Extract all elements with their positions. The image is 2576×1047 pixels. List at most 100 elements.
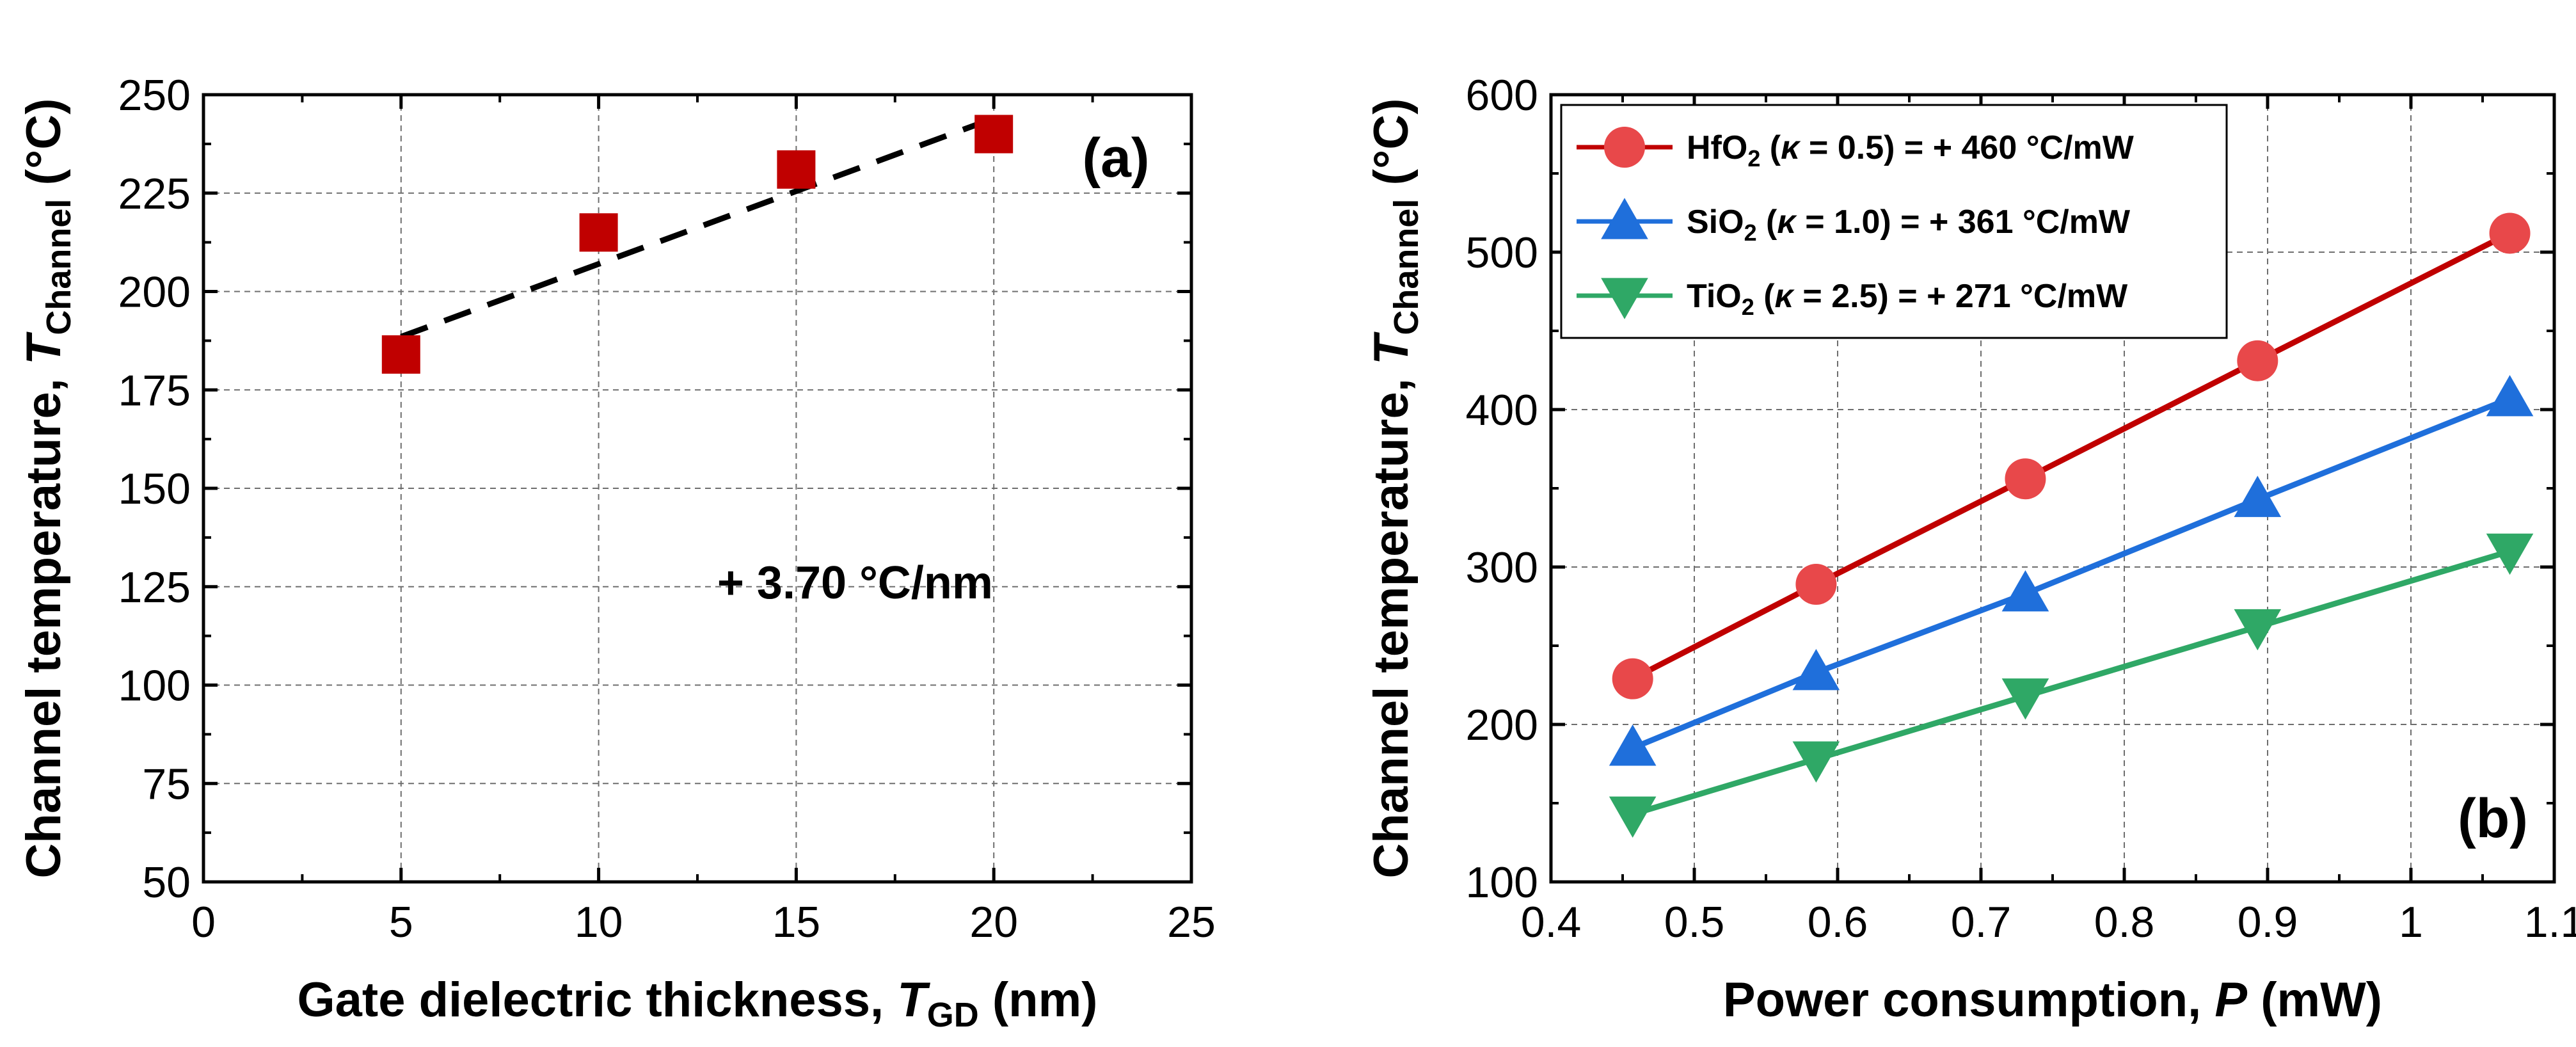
y-tick-label: 100 [118, 662, 191, 710]
y-axis-title: Channel temperature, TChannel (°C) [17, 99, 78, 879]
y-tick-label: 50 [142, 858, 191, 907]
x-tick-label: 0 [191, 898, 216, 947]
x-axis-title-symbol: P [2214, 973, 2247, 1027]
data-point [2001, 678, 2049, 720]
x-tick-label: 0.5 [1664, 898, 1725, 947]
x-axis-title-suffix: (nm) [979, 973, 1098, 1027]
series-0 [1612, 212, 2531, 699]
data-point [1609, 796, 1657, 838]
data-point [1795, 564, 1837, 605]
y-tick-label: 75 [142, 760, 191, 808]
panel-label: (a) [1082, 127, 1149, 189]
legend-marker [1601, 278, 1648, 319]
y-axis-title: Channel temperature, TChannel (°C) [1364, 99, 1426, 879]
data-point [2489, 212, 2531, 254]
x-tick-label: 10 [575, 898, 623, 947]
legend-open-paren: ( [1757, 204, 1777, 241]
series-line [1631, 396, 2511, 751]
legend-value: = 2.5) = + 271 °C/mW [1793, 278, 2128, 315]
y-axis-title-subscript: Channel [1387, 199, 1426, 335]
panel-label: (b) [2458, 788, 2528, 849]
data-point [2234, 609, 2282, 651]
legend-formula-subscript: 2 [1744, 220, 1757, 246]
x-axis-title: Gate dielectric thickness, TGD (nm) [298, 973, 1098, 1034]
data-point [2486, 533, 2534, 575]
x-tick-label: 5 [389, 898, 413, 947]
x-tick-label: 0.7 [1951, 898, 2012, 947]
legend-entry: HfO2 (κ = 0.5) = + 460 °C/mW [1687, 129, 2135, 172]
y-tick-label: 175 [118, 366, 191, 415]
y-axis-title-symbol: T [17, 332, 71, 365]
series-1 [1609, 374, 2534, 766]
legend-open-paren: ( [1760, 129, 1781, 166]
y-axis-title-symbol: T [1364, 332, 1419, 365]
x-tick-label: 25 [1167, 898, 1216, 947]
data-point [381, 335, 420, 374]
y-axis-title-subscript: Channel [40, 199, 78, 335]
legend-kappa: κ [1781, 129, 1801, 166]
y-tick-label: 125 [118, 563, 191, 612]
data-point [2486, 374, 2534, 417]
legend-entry: TiO2 (κ = 2.5) = + 271 °C/mW [1687, 278, 2128, 320]
x-tick-label: 0.6 [1808, 898, 1868, 947]
x-axis-title-subscript: GD [927, 996, 979, 1034]
x-tick-label: 0.4 [1521, 898, 1582, 947]
legend-marker [1601, 198, 1648, 239]
chart-panel-b: 0.4 0.5 0.6 0.7 0.8 0.9 1 1.1 100 200 300 400 500 600… [1364, 71, 2576, 1027]
y-tick-label: 100 [1466, 858, 1538, 907]
data-point [2234, 476, 2282, 517]
x-axis-title-symbol: T [897, 973, 930, 1027]
x-tick-label: 1 [2399, 898, 2423, 947]
x-axis-title-prefix: Gate dielectric thickness, [298, 973, 898, 1027]
y-tick-label: 225 [118, 170, 191, 218]
data-point [1609, 724, 1657, 766]
data-point [2237, 340, 2278, 381]
y-tick-label: 500 [1466, 228, 1538, 277]
legend-kappa: κ [1777, 204, 1797, 241]
legend-marker [1604, 127, 1645, 168]
data-point [2001, 570, 2049, 612]
legend-formula: HfO [1687, 129, 1747, 166]
legend-kappa: κ [1775, 278, 1795, 315]
data-point [1612, 658, 1653, 699]
legend-formula: SiO [1687, 204, 1744, 241]
data-point [974, 115, 1014, 154]
series-2 [1609, 533, 2534, 838]
y-axis-title-suffix: (°C) [17, 99, 71, 199]
legend-value: = 0.5) = + 460 °C/mW [1800, 129, 2135, 166]
y-axis-title-suffix: (°C) [1364, 99, 1419, 199]
fit-line [400, 115, 995, 340]
y-tick-label: 400 [1466, 386, 1538, 435]
data-point [1792, 649, 1840, 691]
data-point [1792, 741, 1840, 783]
data-point [777, 150, 816, 189]
data-point [579, 213, 618, 252]
legend-open-paren: ( [1754, 278, 1775, 315]
x-axis-title-suffix: (mW) [2247, 973, 2382, 1027]
x-tick-label: 0.8 [2094, 898, 2155, 947]
x-axis-title-prefix: Power consumption, [1723, 973, 2215, 1027]
y-axis-title-prefix: Channel temperature, [17, 365, 71, 878]
y-tick-label: 200 [118, 268, 191, 317]
x-tick-label: 0.9 [2238, 898, 2298, 947]
x-tick-label: 20 [969, 898, 1018, 947]
y-tick-label: 200 [1466, 701, 1538, 749]
x-tick-label: 15 [772, 898, 821, 947]
x-tick-label: 1.1 [2524, 898, 2576, 947]
series-0 [381, 115, 1014, 374]
legend-entry: SiO2 (κ = 1.0) = + 361 °C/mW [1687, 204, 2131, 246]
legend-formula: TiO [1687, 278, 1742, 315]
x-axis-title: Power consumption, P (mW) [1723, 973, 2382, 1027]
slope-annotation: + 3.70 °C/nm [717, 557, 993, 609]
data-point [2005, 458, 2046, 500]
legend-value: = 1.0) = + 361 °C/mW [1796, 204, 2131, 241]
y-tick-label: 150 [118, 465, 191, 513]
legend-formula-subscript: 2 [1742, 294, 1754, 320]
y-tick-label: 300 [1466, 543, 1538, 592]
chart-panel-a: 0 5 10 15 20 25 50 75 100 125 150 175 200 225 250 Gate … [17, 71, 1216, 1034]
y-tick-label: 600 [1466, 71, 1538, 120]
legend-formula-subscript: 2 [1747, 145, 1760, 172]
y-tick-label: 250 [118, 71, 191, 120]
